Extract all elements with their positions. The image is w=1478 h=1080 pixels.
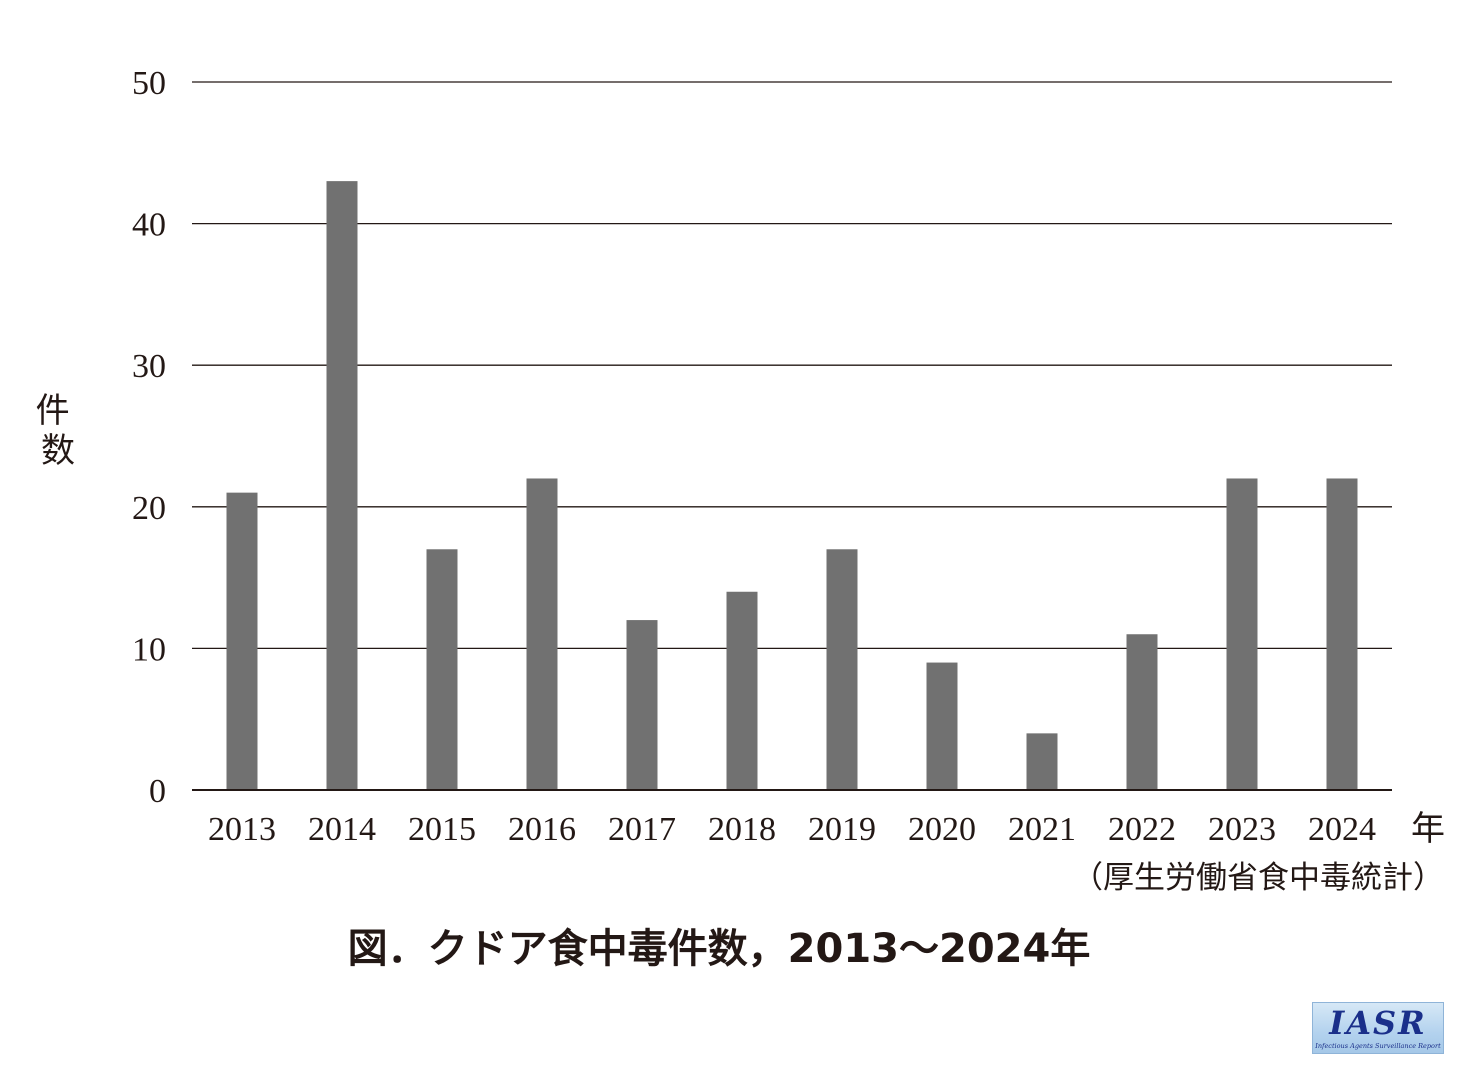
iasr-logo: IASR Infectious Agents Surveillance Repo…	[1312, 1002, 1444, 1054]
x-tick-label-2013: 2013	[208, 811, 276, 848]
y-tick-label: 20	[132, 490, 166, 527]
x-tick-label-2020: 2020	[908, 811, 976, 848]
y-tick-label: 10	[132, 631, 166, 668]
bar-2014	[326, 181, 358, 790]
y-axis-label-char-1: 件	[36, 391, 70, 431]
bar-2016	[526, 478, 558, 790]
x-tick-label-2017: 2017	[608, 811, 676, 848]
gridlines	[192, 81, 1392, 650]
bar-2022	[1126, 634, 1158, 790]
bar-2021	[1026, 733, 1058, 790]
x-axis-ticks: 2013 2014 2015 2016 2017 2018 2019 2020 2021 2022…	[208, 811, 1376, 848]
x-tick-label-2023: 2023	[1208, 811, 1276, 848]
bar-2015	[426, 549, 458, 790]
x-tick-label-2021: 2021	[1008, 811, 1076, 848]
x-axis-label: 年	[1411, 810, 1445, 848]
y-tick-label: 50	[132, 65, 166, 102]
y-axis-label: 件 数	[36, 391, 81, 471]
bar-2017	[626, 620, 658, 790]
y-tick-label: 40	[132, 207, 166, 244]
bar-2019	[826, 549, 858, 790]
bar-2013	[226, 492, 258, 790]
source-note: （厚生労働省食中毒統計）	[1072, 860, 1444, 896]
x-tick-label-2015: 2015	[408, 811, 476, 848]
x-tick-label-2018: 2018	[708, 811, 776, 848]
bars	[226, 181, 1358, 790]
x-tick-label-2014: 2014	[308, 811, 376, 848]
x-tick-label-2019: 2019	[808, 811, 876, 848]
x-tick-label-2016: 2016	[508, 811, 576, 848]
bar-2024	[1326, 478, 1358, 790]
x-tick-label-2022: 2022	[1108, 811, 1176, 848]
iasr-logo-text: IASR	[1329, 1004, 1427, 1042]
chart-title: 図．クドア食中毒件数，2013〜2024年	[348, 926, 1091, 972]
bar-2023	[1226, 478, 1258, 790]
iasr-logo-subtext: Infectious Agents Surveillance Report	[1315, 1042, 1441, 1050]
x-tick-label-2024: 2024	[1308, 811, 1376, 848]
y-axis-ticks: 0 10 20 30 40 50	[132, 65, 166, 810]
y-tick-label: 0	[149, 773, 166, 810]
y-axis-label-char-2: 数	[41, 431, 75, 471]
bar-2020	[926, 662, 958, 790]
bar-2018	[726, 591, 758, 790]
y-tick-label: 30	[132, 348, 166, 385]
